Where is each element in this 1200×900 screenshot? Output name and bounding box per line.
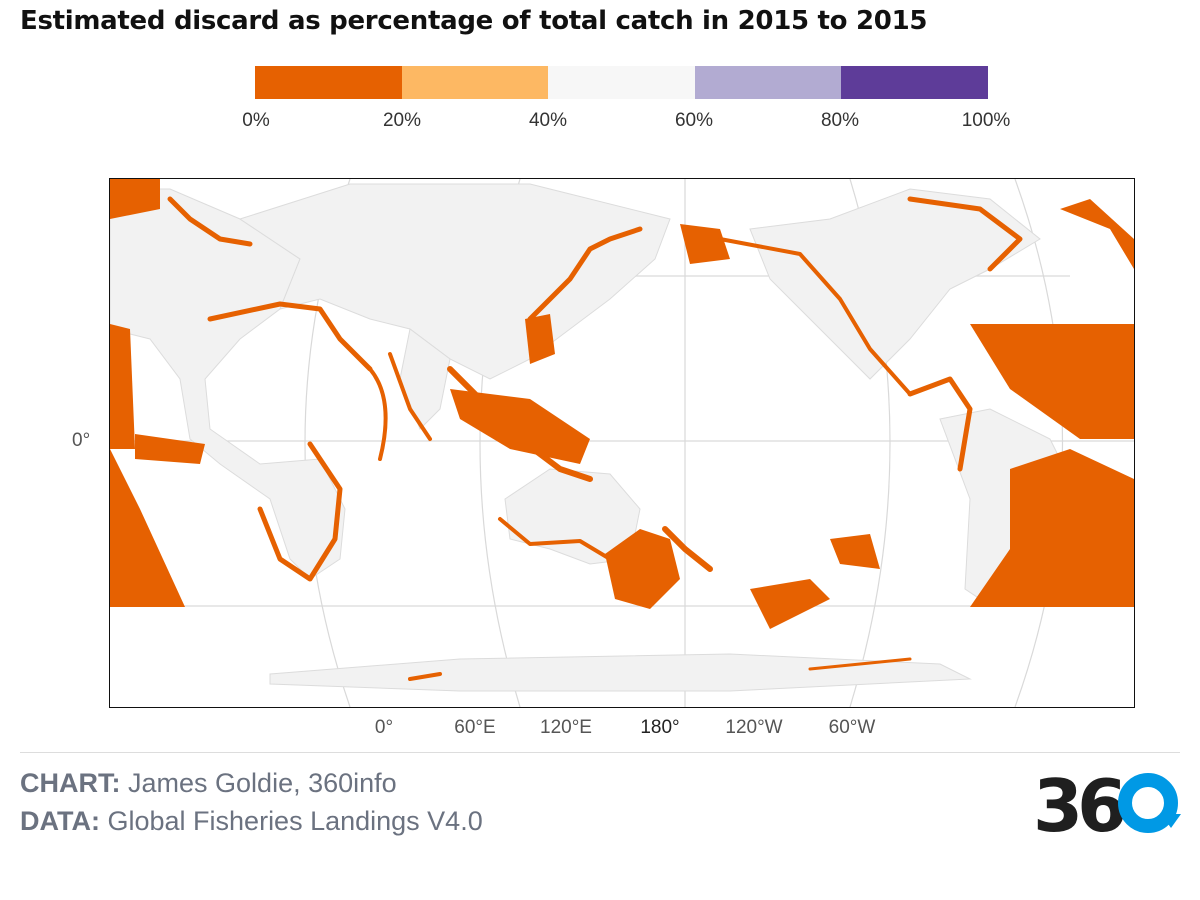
legend-swatch-40-60 [548,66,695,99]
legend-swatch-0-20 [255,66,402,99]
360info-logo: 36 [1033,770,1181,836]
legend-tick-60: 60% [674,110,714,131]
discard-region [750,579,830,629]
discard-region [388,352,432,441]
legend-swatch-20-40 [401,66,549,99]
legend-swatch-60-80 [694,66,842,99]
discard-region [135,434,205,464]
world-map [109,178,1135,708]
discard-region [525,314,555,364]
lat-label-equator: 0° [72,430,91,451]
lon-label-60e: 60°E [454,717,496,738]
lon-label-60w: 60°W [828,717,876,738]
discard-region [605,529,680,609]
legend-swatch-80-100 [841,66,988,99]
color-legend [255,66,988,99]
discard-region [498,517,612,561]
zero-refresh-icon [1118,773,1181,833]
discard-region [907,196,1023,272]
discard-region [907,376,973,472]
land-north-america [749,188,1041,380]
lon-label-120w: 120°W [725,717,783,738]
discard-region [680,224,730,264]
legend-tick-100: 100% [961,110,1011,131]
lon-label-0: 0° [374,717,394,738]
logo-text: 36 [1033,770,1124,836]
discard-region [110,324,135,449]
legend-tick-40: 40% [528,110,568,131]
graticule-meridian [1014,179,1064,707]
chart-credit-value: James Goldie, 360info [128,768,397,798]
chart-credit-key: CHART: [20,768,121,798]
discard-region [368,367,388,461]
lon-label-180: 180° [640,717,680,738]
discard-region [527,226,643,322]
discard-region [662,526,713,572]
map-canvas [110,179,1134,707]
discard-region [830,534,880,569]
discard-region [718,237,912,396]
chart-credit: CHART: James Goldie, 360info [20,768,397,799]
land-antarctica [269,653,972,692]
lon-label-120e: 120°E [540,717,592,738]
land-india [399,328,451,430]
discard-region [970,324,1134,439]
discard-region [808,657,912,671]
chart-title: Estimated discard as percentage of total… [20,6,928,36]
discard-region [167,196,253,247]
data-credit-value: Global Fisheries Landings V4.0 [107,806,483,836]
discard-region [408,672,442,681]
discard-region [207,301,373,372]
discard-region [110,449,185,607]
discard-region [257,441,343,582]
legend-tick-20: 20% [382,110,422,131]
discard-region [450,389,590,464]
discard-region [970,449,1134,607]
legend-tick-80: 80% [820,110,860,131]
data-credit: DATA: Global Fisheries Landings V4.0 [20,806,483,837]
legend-tick-0: 0% [242,110,270,131]
data-credit-key: DATA: [20,806,100,836]
footer-divider [20,752,1180,753]
discard-region [110,179,160,219]
discard-coverage [110,179,1134,681]
land-asia [238,183,671,380]
discard-region [1060,199,1134,269]
land-masses [110,183,1071,692]
